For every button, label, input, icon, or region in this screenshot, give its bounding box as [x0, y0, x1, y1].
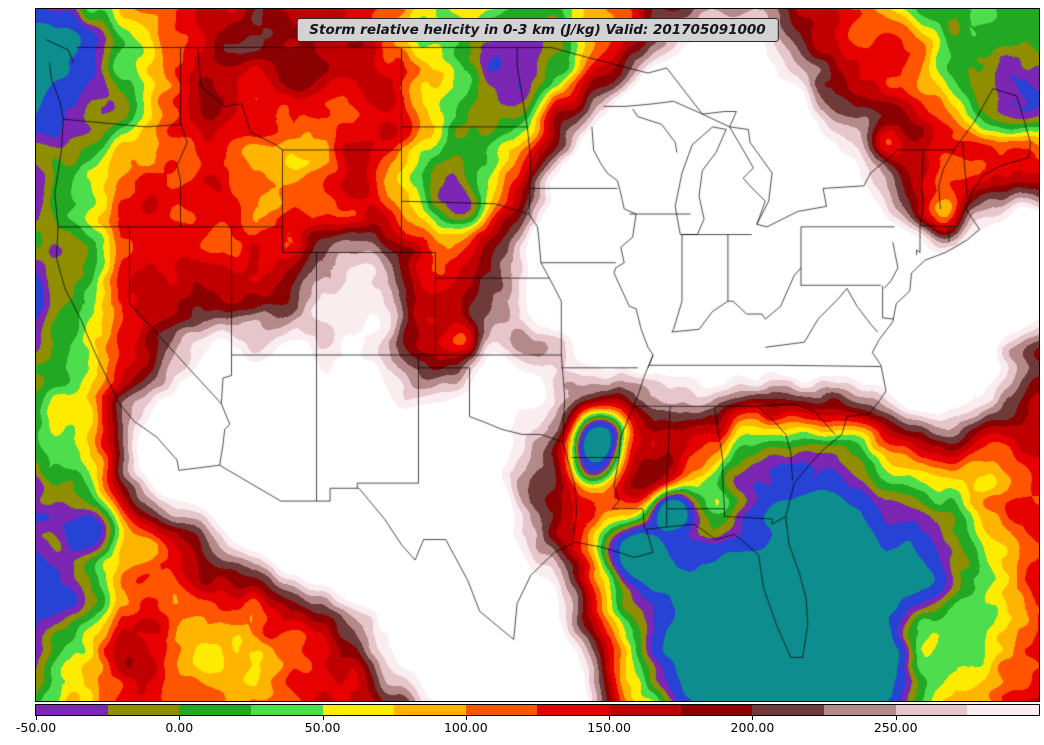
colorbar-tick-label: 200.00 — [730, 720, 775, 735]
colorbar-tick-label: 150.00 — [587, 720, 632, 735]
colorbar-segment — [609, 705, 681, 715]
colorbar-segment — [107, 705, 180, 715]
colorbar-tick-label: -50.00 — [15, 720, 57, 735]
colorbar-tick-mark — [895, 716, 897, 720]
colorbar-segment — [465, 705, 538, 715]
colorbar-tick-mark — [752, 716, 754, 720]
colorbar-segment — [179, 705, 251, 715]
colorbar-tick-mark — [36, 716, 37, 720]
colorbar-segment — [752, 705, 825, 715]
colorbar-tick-label: 0.00 — [165, 720, 194, 735]
colorbar-tick-mark — [322, 716, 324, 720]
colorbar-tick-mark — [465, 716, 467, 720]
colorbar-tick-label: 250.00 — [873, 720, 918, 735]
colorbar-tick-label: 50.00 — [304, 720, 341, 735]
colorbar-segment — [36, 705, 108, 715]
colorbar-tick-row: -50.00 0.00 50.00 100.00 150.00 200.00 250.00 — [16, 716, 1040, 738]
colorbar-segment — [824, 705, 896, 715]
colorbar-segment — [322, 705, 395, 715]
colorbar-segment — [537, 705, 610, 715]
colorbar-tick-mark — [609, 716, 611, 720]
plot-title: Storm relative helicity in 0-3 km (J/kg)… — [296, 18, 779, 42]
colorbar — [35, 704, 1040, 716]
map-plot-area: Storm relative helicity in 0-3 km (J/kg)… — [35, 8, 1040, 702]
colorbar-segment — [680, 705, 753, 715]
colorbar-segment — [895, 705, 968, 715]
colorbar-tick-mark — [179, 716, 181, 720]
colorbar-tick-label: 100.00 — [443, 720, 488, 735]
colorbar-segment — [967, 705, 1039, 715]
colorbar-segment — [250, 705, 323, 715]
colorbar-segment — [394, 705, 466, 715]
helicity-filled-contour-map — [36, 9, 1039, 701]
